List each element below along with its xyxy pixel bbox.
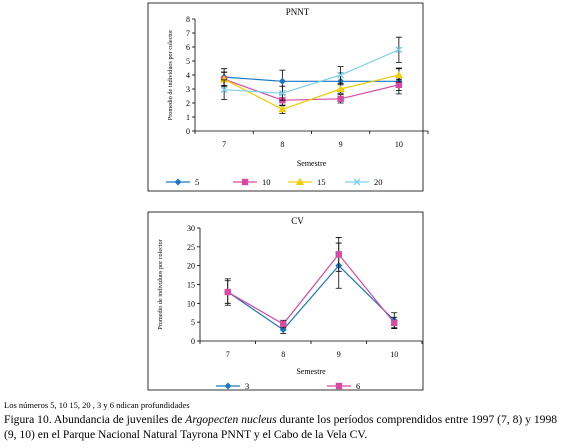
- chart-0: PNNT 0 1 2 3 4 5 6 7 8 7 8 9 10 Semestre Promedio de in…: [147, 2, 429, 192]
- series-10: [220, 71, 403, 107]
- data-point: [337, 71, 345, 79]
- x-tick-label: 8: [280, 140, 284, 149]
- series-line: [223, 74, 400, 110]
- x-tick-label: 9: [339, 140, 343, 149]
- x-axis-label: Semestre: [297, 159, 327, 168]
- legend-label: 10: [262, 177, 271, 187]
- y-tick-label: 5: [191, 318, 195, 327]
- chart-frame: [147, 211, 424, 391]
- series-line: [227, 264, 395, 331]
- y-tick-label: 5: [186, 57, 190, 66]
- data-point: [391, 319, 398, 327]
- series-line: [224, 76, 399, 82]
- x-tick-label: 9: [337, 350, 341, 359]
- x-tick-label: 8: [281, 350, 285, 359]
- chart-title: CV: [291, 216, 304, 226]
- legend-label: 5: [195, 177, 199, 187]
- x-axis-label: Semestre: [296, 367, 326, 376]
- data-point: [224, 288, 231, 296]
- x-tick-label: 10: [390, 350, 398, 359]
- x-tick-label: 10: [395, 140, 403, 149]
- data-point: [220, 75, 229, 83]
- legend-marker: [224, 382, 232, 390]
- y-axis-label: Promedio de individuos por colector: [157, 239, 164, 329]
- legend-marker: [353, 178, 361, 186]
- caption-text-1: Figura 10. Abundancia de juveniles de: [4, 413, 186, 426]
- x-tick-label: 7: [226, 350, 230, 359]
- caption-species: Argopecten nucleus: [185, 413, 277, 426]
- figure-caption: Figura 10. Abundancia de juveniles de Ar…: [4, 412, 572, 442]
- data-point: [335, 251, 342, 258]
- series-line: [223, 78, 400, 101]
- y-tick-label: 8: [186, 15, 190, 24]
- caption-text-2: durante los períodos comprendidos entre …: [4, 413, 558, 441]
- y-tick-label: 3: [186, 85, 190, 94]
- y-tick-label: 4: [186, 71, 190, 80]
- chart-frame: [147, 2, 424, 192]
- depth-note: Los números 5, 10 15, 20 , 3 y 6 ndican …: [4, 400, 190, 410]
- data-point: [395, 81, 403, 88]
- y-tick-label: 7: [186, 29, 190, 38]
- y-axis-label: Promedio de individuos por colector: [167, 30, 174, 120]
- data-point: [278, 77, 286, 85]
- y-tick-label: 0: [186, 127, 190, 136]
- y-tick-label: 20: [187, 262, 195, 271]
- series-line: [227, 253, 395, 325]
- legend-label: 6: [356, 381, 360, 391]
- legend-marker: [241, 178, 249, 186]
- series-line: [224, 49, 400, 94]
- legend-label: 20: [374, 177, 383, 187]
- y-tick-label: 0: [191, 337, 195, 346]
- data-point: [394, 71, 403, 78]
- series-15: [220, 67, 403, 114]
- data-point: [280, 320, 287, 328]
- y-tick-label: 1: [186, 113, 190, 122]
- y-tick-label: 25: [187, 243, 195, 252]
- y-tick-label: 10: [187, 299, 195, 308]
- legend-marker: [174, 178, 182, 186]
- chart-1: CV 0 5 10 15 20 25 30 7 8 9 10 Semestre Promedio de i…: [147, 211, 424, 391]
- legend-marker: [296, 178, 304, 185]
- y-tick-label: 2: [186, 99, 190, 108]
- chart-title: PNNT: [286, 7, 310, 17]
- data-point: [278, 105, 287, 113]
- data-point: [336, 85, 345, 92]
- y-tick-label: 6: [186, 43, 190, 52]
- legend-label: 15: [317, 177, 326, 187]
- y-tick-label: 15: [187, 281, 195, 290]
- data-point: [278, 89, 286, 97]
- x-tick-label: 7: [222, 140, 226, 149]
- legend-label: 3: [245, 381, 249, 391]
- data-point: [395, 46, 403, 54]
- data-point: [337, 95, 344, 102]
- y-tick-label: 30: [187, 224, 195, 233]
- series-20: [220, 36, 403, 101]
- data-point: [220, 86, 228, 94]
- series-6: [224, 237, 398, 329]
- legend-marker: [335, 382, 343, 390]
